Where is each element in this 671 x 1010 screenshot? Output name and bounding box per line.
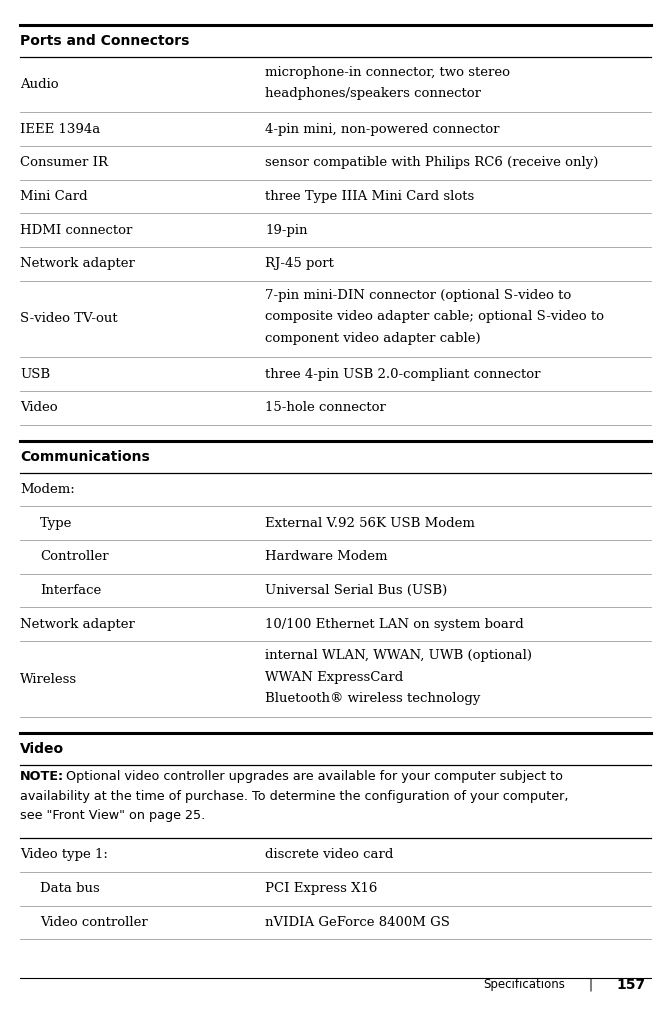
Text: Network adapter: Network adapter [20, 258, 135, 271]
Text: Hardware Modem: Hardware Modem [265, 550, 388, 564]
Text: IEEE 1394a: IEEE 1394a [20, 122, 101, 135]
Text: discrete video card: discrete video card [265, 848, 393, 862]
Text: WWAN ExpressCard: WWAN ExpressCard [265, 671, 403, 684]
Text: Ports and Connectors: Ports and Connectors [20, 34, 189, 48]
Text: Video: Video [20, 401, 58, 414]
Text: Interface: Interface [40, 584, 101, 597]
Text: headphones/speakers connector: headphones/speakers connector [265, 87, 481, 100]
Text: Consumer IR: Consumer IR [20, 157, 108, 170]
Text: nVIDIA GeForce 8400M GS: nVIDIA GeForce 8400M GS [265, 916, 450, 929]
Text: Bluetooth® wireless technology: Bluetooth® wireless technology [265, 692, 480, 705]
Text: |: | [588, 979, 592, 991]
Text: Universal Serial Bus (USB): Universal Serial Bus (USB) [265, 584, 448, 597]
Text: 157: 157 [616, 978, 646, 992]
Text: Audio: Audio [20, 78, 59, 91]
Text: microphone-in connector, two stereo: microphone-in connector, two stereo [265, 66, 510, 79]
Text: Video type 1:: Video type 1: [20, 848, 108, 862]
Text: HDMI connector: HDMI connector [20, 224, 132, 236]
Text: PCI Express X16: PCI Express X16 [265, 882, 377, 895]
Text: composite video adapter cable; optional S-video to: composite video adapter cable; optional … [265, 310, 604, 323]
Text: Video: Video [20, 742, 64, 756]
Text: Type: Type [40, 516, 72, 529]
Text: three Type IIIA Mini Card slots: three Type IIIA Mini Card slots [265, 190, 474, 203]
Text: 15-hole connector: 15-hole connector [265, 401, 386, 414]
Text: Video controller: Video controller [40, 916, 148, 929]
Text: sensor compatible with Philips RC6 (receive only): sensor compatible with Philips RC6 (rece… [265, 157, 599, 170]
Text: 7-pin mini-DIN connector (optional S-video to: 7-pin mini-DIN connector (optional S-vid… [265, 289, 571, 302]
Text: three 4-pin USB 2.0-compliant connector: three 4-pin USB 2.0-compliant connector [265, 368, 541, 381]
Text: Data bus: Data bus [40, 882, 100, 895]
Text: Communications: Communications [20, 449, 150, 464]
Text: 19-pin: 19-pin [265, 224, 307, 236]
Text: internal WLAN, WWAN, UWB (optional): internal WLAN, WWAN, UWB (optional) [265, 649, 532, 663]
Text: USB: USB [20, 368, 50, 381]
Text: Controller: Controller [40, 550, 109, 564]
Text: RJ-45 port: RJ-45 port [265, 258, 334, 271]
Text: Wireless: Wireless [20, 673, 77, 686]
Text: Modem:: Modem: [20, 483, 75, 496]
Text: Network adapter: Network adapter [20, 618, 135, 631]
Text: availability at the time of purchase. To determine the configuration of your com: availability at the time of purchase. To… [20, 790, 568, 803]
Text: Mini Card: Mini Card [20, 190, 88, 203]
Text: External V.92 56K USB Modem: External V.92 56K USB Modem [265, 516, 475, 529]
Text: 4-pin mini, non-powered connector: 4-pin mini, non-powered connector [265, 122, 499, 135]
Text: Specifications: Specifications [483, 979, 565, 991]
Text: NOTE:: NOTE: [20, 771, 64, 784]
Text: component video adapter cable): component video adapter cable) [265, 331, 480, 344]
Text: S-video TV-out: S-video TV-out [20, 312, 117, 325]
Text: 10/100 Ethernet LAN on system board: 10/100 Ethernet LAN on system board [265, 618, 524, 631]
Text: see "Front View" on page 25.: see "Front View" on page 25. [20, 809, 205, 822]
Text: Optional video controller upgrades are available for your computer subject to: Optional video controller upgrades are a… [62, 771, 563, 784]
